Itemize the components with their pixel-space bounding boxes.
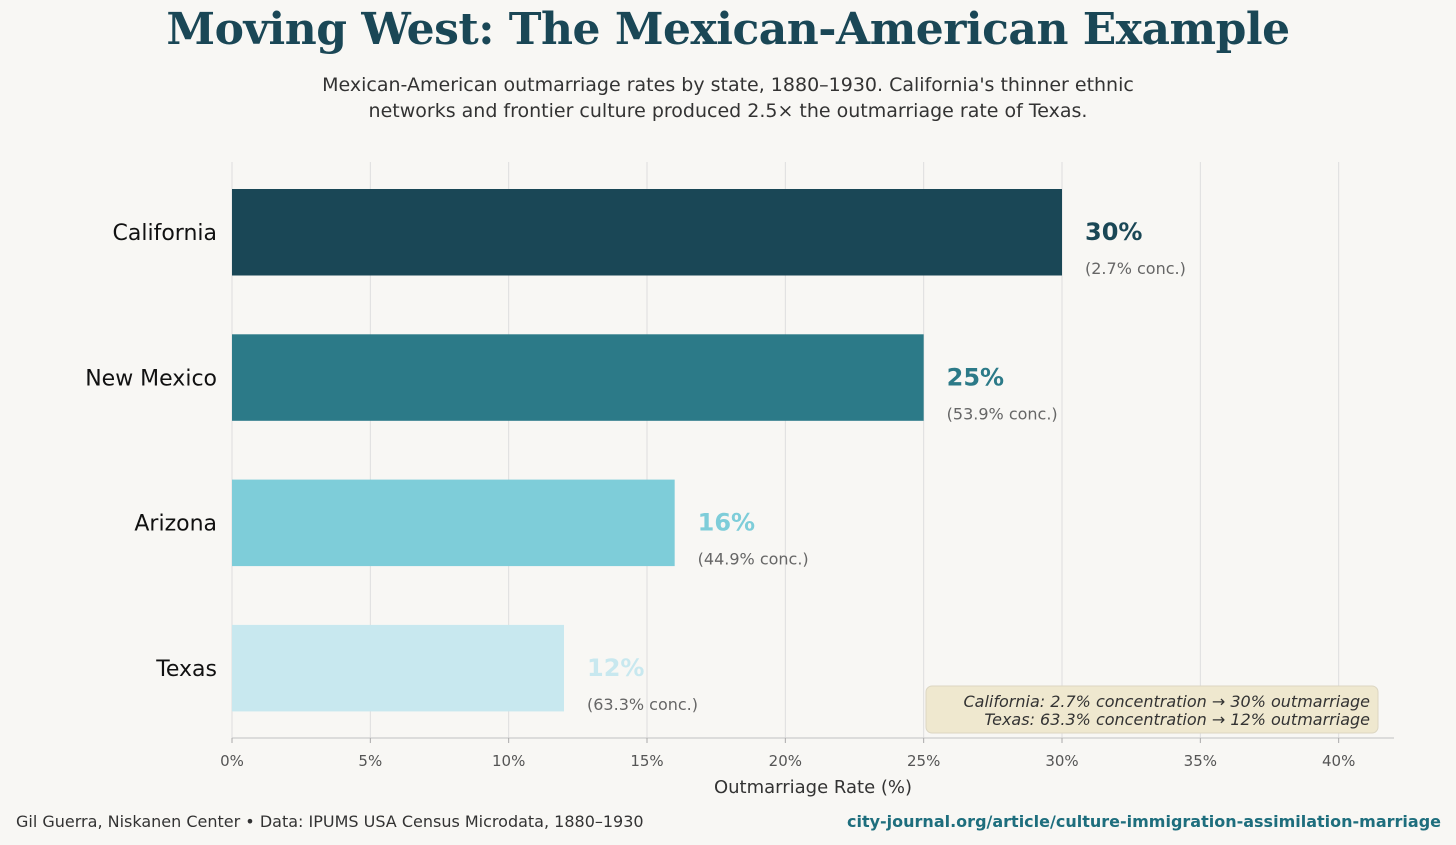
x-tick-label: 0% — [220, 752, 244, 770]
data-sublabel: (53.9% conc.) — [947, 404, 1058, 423]
x-tick-label: 15% — [630, 752, 663, 770]
x-tick-label: 30% — [1045, 752, 1078, 770]
data-label: 25% — [947, 363, 1004, 391]
x-tick-label: 35% — [1184, 752, 1217, 770]
y-tick-label: California — [113, 221, 217, 246]
annotation-box: California: 2.7% concentration → 30% out… — [925, 685, 1379, 734]
y-tick-label: Texas — [155, 657, 217, 682]
bar — [232, 334, 924, 421]
x-tick-label: 40% — [1322, 752, 1355, 770]
x-tick-label: 5% — [358, 752, 382, 770]
x-tick-label: 10% — [492, 752, 525, 770]
bar — [232, 479, 675, 567]
x-axis: Outmarriage Rate (%) 0% 5% 10% 15% 20% 25% 30%… — [220, 737, 1394, 798]
y-tick-label: New Mexico — [85, 366, 217, 391]
data-label: 12% — [587, 654, 644, 682]
x-tick-label: 25% — [907, 752, 940, 770]
bar — [232, 189, 1062, 276]
chart-title: Moving West: The Mexican-American Exampl… — [166, 4, 1290, 55]
chart-subtitle: Mexican-American outmarriage rates by st… — [228, 72, 1228, 124]
data-sublabel: (2.7% conc.) — [1085, 259, 1186, 278]
footer-url-link[interactable]: city-journal.org/article/culture-immigra… — [846, 812, 1441, 831]
subtitle-line-1: Mexican-American outmarriage rates by st… — [322, 74, 1134, 96]
bar — [232, 624, 564, 712]
annotation-line-1: California: 2.7% concentration → 30% out… — [963, 692, 1370, 711]
annotation-background — [925, 685, 1379, 734]
annotation-line-2: Texas: 63.3% concentration → 12% outmarr… — [984, 710, 1370, 729]
x-axis-label: Outmarriage Rate (%) — [714, 777, 912, 798]
bars: California 30% (2.7% conc.) New Mexico 25% (5… — [85, 189, 1186, 714]
x-tick-label: 20% — [769, 752, 802, 770]
data-sublabel: (63.3% conc.) — [587, 695, 698, 714]
footer-source: Gil Guerra, Niskanen Center • Data: IPUM… — [16, 812, 644, 831]
y-tick-label: Arizona — [134, 512, 217, 537]
data-label: 30% — [1085, 218, 1142, 246]
data-sublabel: (44.9% conc.) — [698, 550, 809, 569]
data-label: 16% — [698, 509, 755, 537]
subtitle-line-2: networks and frontier culture produced 2… — [368, 100, 1088, 122]
